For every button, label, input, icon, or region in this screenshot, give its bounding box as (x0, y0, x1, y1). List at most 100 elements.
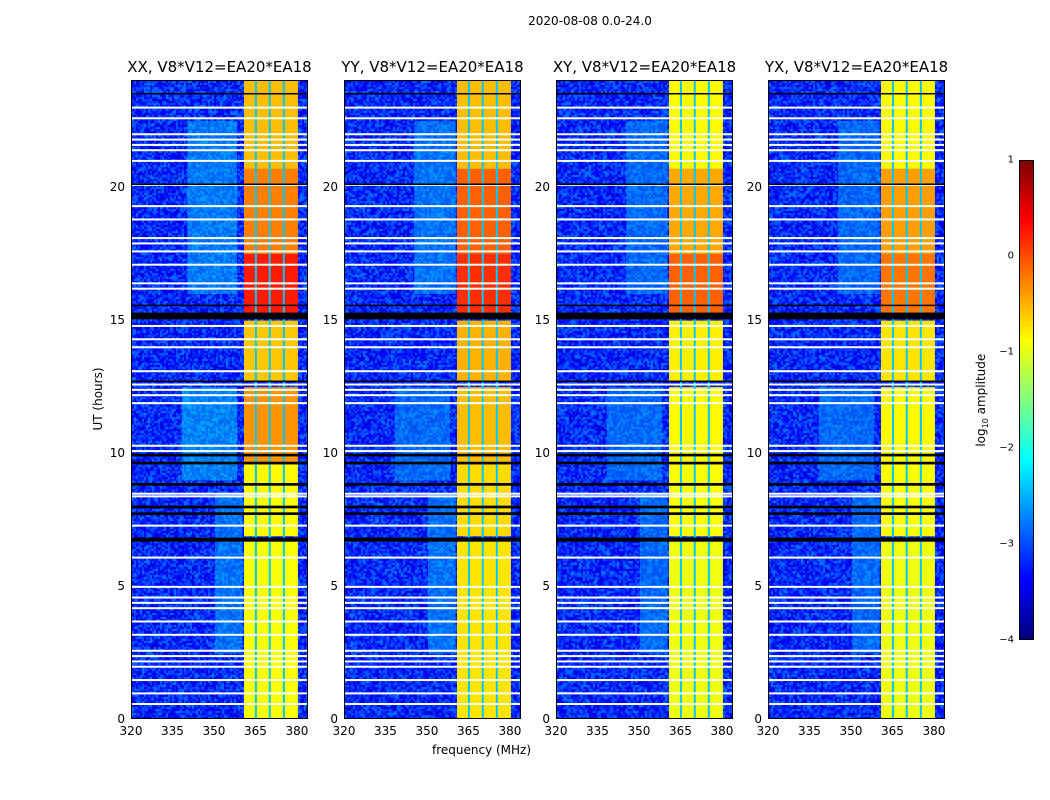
flagged-time-line (557, 620, 732, 623)
flagged-time-line (557, 444, 732, 447)
flagged-time-line (769, 346, 944, 349)
data-gap-line (557, 512, 732, 515)
rfi-band-segment (244, 541, 298, 718)
flagged-time-line (345, 556, 520, 559)
flagged-time-line (557, 346, 732, 349)
diffuse-emission-region (851, 493, 880, 654)
band-separator-line (693, 81, 696, 718)
flagged-time-line (769, 692, 944, 695)
flagged-time-line (769, 159, 944, 162)
flagged-time-line (769, 402, 944, 405)
flagged-time-line (769, 660, 944, 663)
rfi-band-segment (881, 81, 935, 169)
flagged-time-line (769, 143, 944, 146)
x-tick-label: 380 (710, 724, 734, 738)
y-tick-label: 15 (322, 312, 338, 327)
colorbar-tick-label: −2 (999, 442, 1014, 454)
flagged-time-line (557, 633, 732, 636)
data-gap-line (132, 183, 307, 186)
flagged-time-line (345, 660, 520, 663)
flagged-time-line (345, 242, 520, 245)
flagged-time-line (345, 601, 520, 604)
y-tick-label: 20 (534, 179, 550, 194)
flagged-time-line (769, 620, 944, 623)
flagged-time-line (132, 444, 307, 447)
flagged-time-line (557, 138, 732, 141)
data-gap-line (557, 453, 732, 457)
flagged-time-line (769, 444, 944, 447)
rfi-band-segment (881, 541, 935, 718)
flagged-time-line (557, 679, 732, 682)
flagged-time-line (132, 620, 307, 623)
flagged-time-line (557, 660, 732, 663)
flagged-time-line (345, 324, 520, 327)
panel-title: XY, V8*V12=EA20*EA18 (552, 58, 737, 76)
flagged-time-line (557, 524, 732, 527)
data-gap-line (769, 461, 944, 465)
y-tick-label: 10 (746, 445, 762, 460)
flagged-time-line (345, 402, 520, 405)
flagged-time-line (345, 218, 520, 221)
flagged-time-line (769, 287, 944, 290)
flagged-time-line (557, 492, 732, 495)
flagged-time-line (769, 394, 944, 397)
band-separator-line (495, 81, 498, 718)
data-gap-line (345, 304, 520, 307)
panel-title: XX, V8*V12=EA20*EA18 (127, 58, 312, 76)
flagged-time-line (557, 556, 732, 559)
data-gap-line (769, 312, 944, 320)
rfi-band-segment (457, 320, 511, 382)
spectrogram-panel (131, 80, 308, 719)
flagged-time-line (345, 346, 520, 349)
data-gap-line (769, 537, 944, 542)
x-tick-label: 320 (756, 724, 780, 738)
data-gap-line (345, 183, 520, 186)
y-tick-label: 0 (330, 712, 338, 726)
data-gap-line (557, 380, 732, 383)
x-axis-label: frequency (MHz) (432, 743, 532, 757)
rfi-band-segment (244, 81, 298, 169)
flagged-time-line (345, 585, 520, 588)
flagged-time-line (769, 585, 944, 588)
flagged-time-line (557, 370, 732, 373)
flagged-time-line (132, 596, 307, 599)
y-tick-label: 20 (322, 179, 338, 194)
flagged-time-line (345, 596, 520, 599)
rfi-band-segment (669, 320, 723, 382)
flagged-time-line (769, 263, 944, 266)
x-tick-label: 365 (669, 724, 692, 738)
data-gap-line (557, 461, 732, 465)
flagged-time-line (132, 655, 307, 658)
flagged-time-line (345, 620, 520, 623)
flagged-time-line (345, 524, 520, 527)
flagged-time-line (345, 692, 520, 695)
rfi-band-segment (457, 464, 511, 537)
flagged-time-line (769, 665, 944, 668)
x-tick-label: 365 (881, 724, 904, 738)
flagged-time-line (132, 237, 307, 240)
flagged-time-line (132, 607, 307, 610)
x-tick-label: 320 (544, 724, 568, 738)
x-tick-label: 320 (332, 724, 356, 738)
data-gap-line (557, 537, 732, 542)
flagged-time-line (345, 143, 520, 146)
flagged-time-line (557, 106, 732, 109)
flagged-time-line (769, 138, 944, 141)
data-gap-line (132, 380, 307, 383)
y-tick-label: 10 (322, 445, 338, 460)
flagged-time-line (132, 282, 307, 285)
flagged-time-line (345, 679, 520, 682)
x-tick-label: 350 (839, 724, 863, 738)
flagged-time-line (132, 143, 307, 146)
y-tick-label: 20 (109, 179, 125, 194)
x-tick-label: 365 (457, 724, 480, 738)
flagged-time-line (769, 106, 944, 109)
data-gap-line (769, 505, 944, 509)
colorbar-label-rest: amplitude (973, 353, 988, 419)
diffuse-emission-region (427, 493, 456, 654)
flagged-time-line (769, 133, 944, 136)
rfi-band-segment (244, 168, 298, 255)
flagged-time-line (345, 383, 520, 386)
data-gap-line (557, 183, 732, 186)
data-gap-line (557, 92, 732, 95)
